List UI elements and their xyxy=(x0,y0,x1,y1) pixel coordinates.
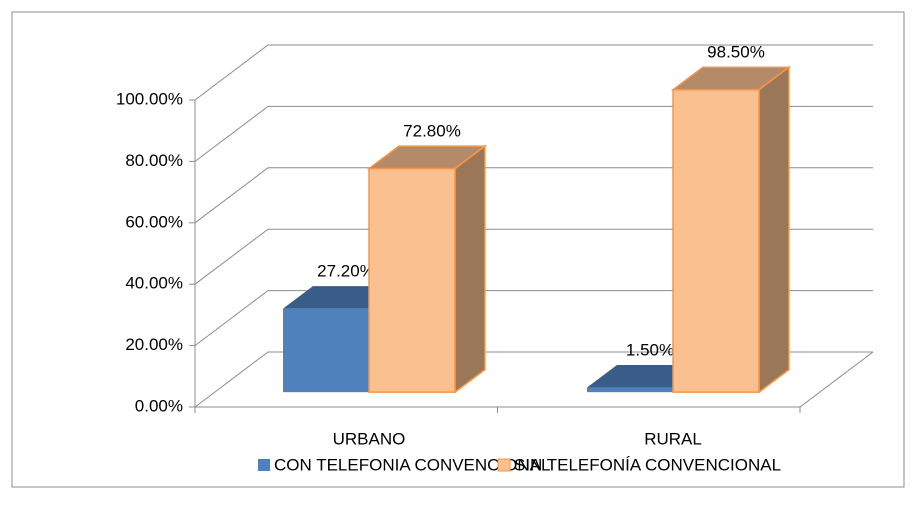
data-label: 27.20% xyxy=(317,262,375,281)
y-tick-label: 20.00% xyxy=(125,335,183,354)
legend-label: SIN TELEFONÍA CONVENCIONAL xyxy=(514,455,781,474)
bar-face xyxy=(587,387,673,393)
grid-line xyxy=(194,351,873,408)
y-tick-label: 0.00% xyxy=(135,396,183,415)
legend-swatch xyxy=(497,458,511,472)
grid-line xyxy=(194,290,873,346)
bar-face xyxy=(368,167,456,393)
bar-face xyxy=(454,144,486,394)
grid-line xyxy=(194,44,873,101)
bar xyxy=(670,65,792,394)
grid-line xyxy=(194,228,873,285)
y-tick-label: 60.00% xyxy=(125,212,183,231)
bar-face xyxy=(758,65,790,394)
legend-swatch xyxy=(258,459,270,471)
bar-face xyxy=(672,89,760,393)
bar-face xyxy=(283,308,369,393)
y-tick-label: 80.00% xyxy=(125,151,183,170)
y-tick-label: 40.00% xyxy=(125,274,183,293)
data-label: 72.80% xyxy=(403,122,461,141)
y-tick-label: 100.00% xyxy=(116,89,183,108)
grid-line xyxy=(194,105,873,162)
grid-line xyxy=(194,167,873,224)
x-tick-label: RURAL xyxy=(644,429,702,448)
legend-label: CON TELEFONIA CONVENCIONAL xyxy=(274,455,550,474)
data-label: 1.50% xyxy=(626,340,674,359)
x-tick-label: URBANO xyxy=(333,429,406,448)
data-label: 98.50% xyxy=(707,43,765,62)
bar xyxy=(366,144,488,394)
